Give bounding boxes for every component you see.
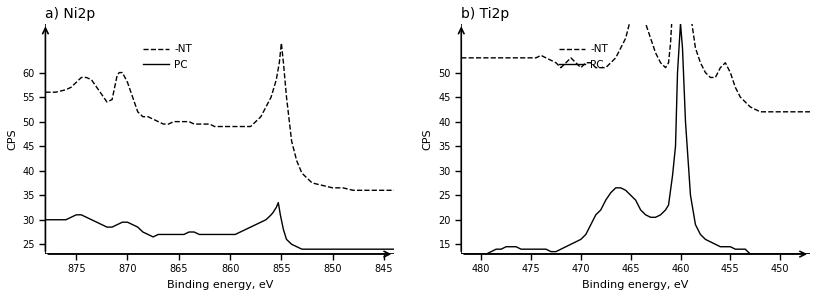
-NT [230,125,240,128]
-NT [806,110,815,113]
PC [806,252,815,256]
-NT [766,110,775,113]
-NT [154,120,163,123]
PC [235,230,245,234]
PC [600,198,610,202]
-NT [745,105,755,109]
PC [745,252,755,256]
PC [328,247,337,251]
-NT [685,12,695,15]
-NT [756,110,766,113]
PC [112,223,122,226]
PC [656,213,666,217]
-NT [276,41,286,45]
Legend: -NT, PC: -NT, PC [139,40,196,74]
PC [457,252,467,256]
PC [41,218,51,222]
-NT [740,100,750,104]
PC [158,233,168,236]
-NT [711,76,721,79]
Legend: -NT, PC: -NT, PC [555,40,612,74]
-NT [41,90,51,94]
PC [274,201,283,204]
X-axis label: Binding energy, eV: Binding energy, eV [167,280,273,290]
-NT [390,189,400,192]
Line: PC: PC [462,23,810,254]
Y-axis label: CPS: CPS [7,128,17,150]
Text: b) Ti2p: b) Ti2p [462,7,510,21]
PC [650,216,660,219]
Line: PC: PC [46,203,395,249]
Line: -NT: -NT [462,0,810,112]
PC [215,233,225,236]
PC [297,247,307,251]
PC [541,247,551,251]
-NT [112,73,122,77]
Y-axis label: CPS: CPS [422,128,433,150]
PC [123,220,132,224]
PC [536,247,546,251]
PC [676,22,685,25]
-NT [318,184,328,187]
-NT [457,56,467,60]
-NT [118,71,127,74]
-NT [210,125,220,128]
PC [390,247,400,251]
-NT [348,189,358,192]
X-axis label: Binding energy, eV: Binding energy, eV [583,280,689,290]
Text: a) Ni2p: a) Ni2p [46,7,96,21]
Line: -NT: -NT [46,43,395,190]
